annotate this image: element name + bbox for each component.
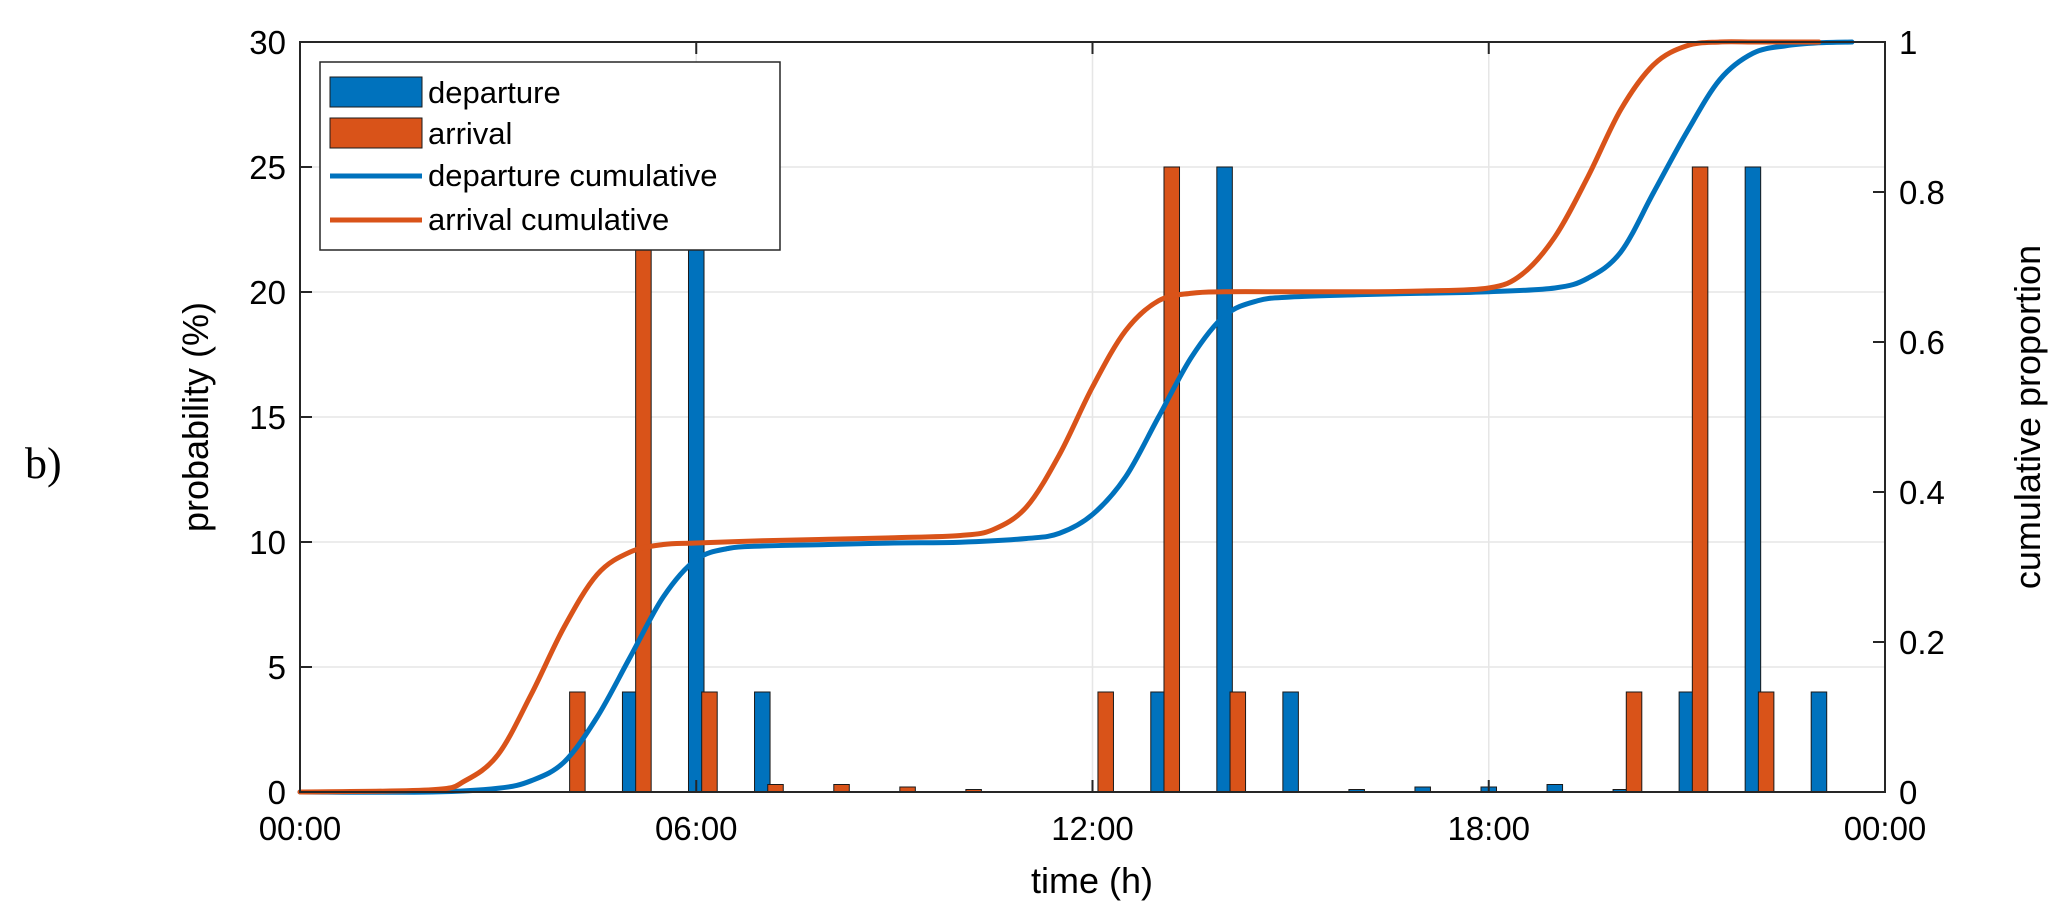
y-tick-label: 25 [249,149,286,186]
y2-tick-label: 0 [1899,774,1917,811]
x-tick-label: 18:00 [1447,810,1530,847]
ticks: 00:00 06:00 12:00 18:00 00:0005101520253000.… [249,24,1945,847]
x-tick-label: 00:00 [259,810,342,847]
y-tick-label: 20 [249,274,286,311]
bar-arrival [635,241,652,793]
legend-label-arrival: arrival [428,116,512,151]
y2-tick-label: 0.8 [1899,174,1945,211]
legend-label-departure: departure [428,75,561,110]
cumulative-lines [297,39,1855,795]
panel-label: b) [25,439,62,488]
y-tick-label: 30 [249,24,286,61]
legend-swatch-departure [329,76,423,108]
bar-arrival [833,784,850,793]
bar-arrival [1097,691,1114,793]
y-tick-label: 15 [249,399,286,436]
y2-tick-label: 0.2 [1899,624,1945,661]
legend-label-departure-cumulative: departure cumulative [428,158,718,193]
bar-departure [754,691,771,793]
grid [300,42,1885,792]
bars [569,166,1828,793]
y2-tick-label: 0.6 [1899,324,1945,361]
x-axis-label: time (h) [1031,860,1153,901]
bar-departure [1546,784,1564,793]
bar-arrival [701,691,718,793]
bar-departure [1810,691,1828,793]
legend: departure arrival departure cumulative a… [319,61,781,251]
bar-arrival [1229,691,1247,793]
legend-swatch-arrival [329,117,423,149]
x-tick-label: 00:00 [1844,810,1927,847]
y-tick-label: 0 [268,774,286,811]
bar-arrival [1163,166,1181,793]
bar-arrival [767,784,784,793]
y2-axis-label: cumulative proportion [2007,245,2048,589]
line-arrival-cumulative [297,39,1822,795]
legend-label-arrival-cumulative: arrival cumulative [428,202,669,237]
bar-departure [1282,691,1299,793]
x-tick-label: 12:00 [1051,810,1134,847]
y-axis-label: probability (%) [175,302,216,532]
line-departure-cumulative [297,39,1855,795]
y2-tick-label: 1 [1899,24,1917,61]
bar-arrival [1691,166,1709,793]
bar-arrival [1625,691,1643,793]
y2-tick-label: 0.4 [1899,474,1945,511]
y-tick-label: 10 [249,524,286,561]
y-tick-label: 5 [268,649,286,686]
x-tick-label: 06:00 [655,810,738,847]
bar-arrival [1757,691,1775,793]
